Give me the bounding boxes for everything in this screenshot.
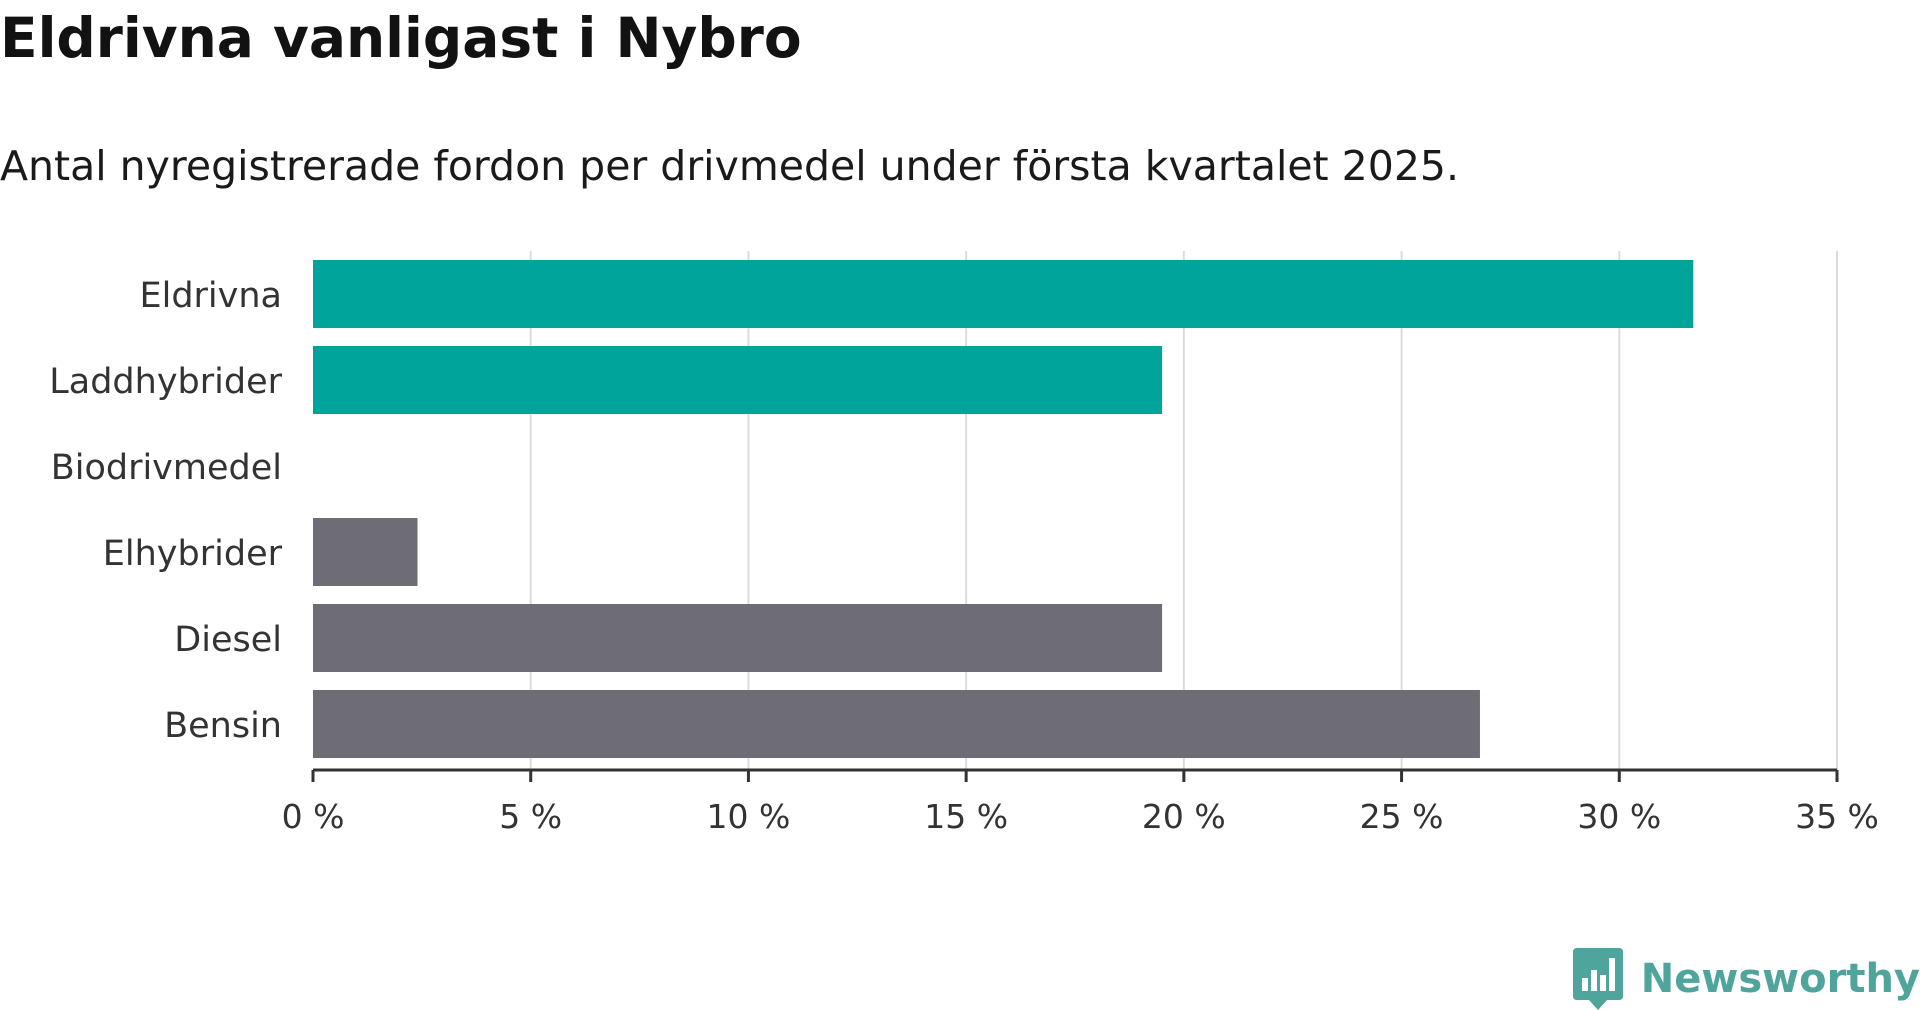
category-label: Eldrivna	[139, 276, 282, 316]
bar	[313, 604, 1162, 672]
category-label: Laddhybrider	[49, 362, 282, 402]
newsworthy-logo: Newsworthy	[1573, 948, 1920, 1010]
category-label: Diesel	[174, 620, 282, 660]
x-tick-label: 35 %	[1795, 797, 1879, 836]
bar	[313, 346, 1162, 414]
category-labels: Eldrivna Laddhybrider Biodrivmedel Elhybrid…	[49, 276, 282, 746]
category-label: Elhybrider	[103, 534, 283, 574]
bars	[313, 260, 1693, 758]
category-label: Biodrivmedel	[51, 448, 282, 488]
category-label: Bensin	[164, 706, 282, 746]
x-tick-label: 5 %	[499, 797, 562, 836]
bar	[313, 690, 1480, 758]
x-tick-label: 30 %	[1577, 797, 1661, 836]
x-tick-label: 10 %	[707, 797, 791, 836]
brand-name: Newsworthy	[1641, 956, 1920, 1002]
bar	[313, 260, 1693, 328]
x-tick-label: 0 %	[282, 797, 345, 836]
bar	[313, 518, 418, 586]
x-tick-label: 15 %	[924, 797, 1008, 836]
x-tick-label: 25 %	[1360, 797, 1444, 836]
newsworthy-logo-icon	[1573, 948, 1623, 1010]
x-tick-label: 20 %	[1142, 797, 1226, 836]
x-axis: 0 % 5 % 10 % 15 % 20 % 25 % 30 % 35 %	[282, 770, 1879, 836]
